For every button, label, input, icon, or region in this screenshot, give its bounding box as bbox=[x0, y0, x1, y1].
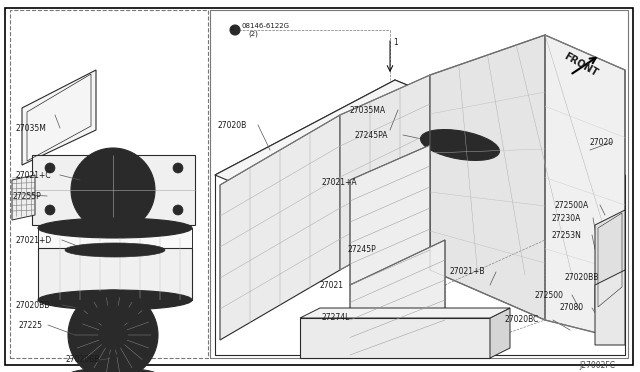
Polygon shape bbox=[595, 210, 625, 310]
Polygon shape bbox=[340, 75, 430, 270]
Ellipse shape bbox=[420, 129, 499, 160]
Text: 08146-6122G: 08146-6122G bbox=[242, 23, 290, 29]
Text: 27020BC: 27020BC bbox=[505, 315, 540, 324]
Circle shape bbox=[101, 323, 125, 347]
Polygon shape bbox=[38, 228, 192, 248]
Text: 27035MA: 27035MA bbox=[350, 106, 386, 115]
Text: J27002FC: J27002FC bbox=[579, 360, 615, 369]
Text: 27021+C: 27021+C bbox=[15, 170, 51, 180]
Polygon shape bbox=[215, 80, 625, 270]
Text: 27020B: 27020B bbox=[218, 121, 247, 129]
Text: 27255P: 27255P bbox=[12, 192, 41, 201]
Text: 27021+B: 27021+B bbox=[450, 267, 486, 276]
Polygon shape bbox=[22, 70, 96, 165]
Circle shape bbox=[173, 205, 183, 215]
Polygon shape bbox=[350, 240, 445, 355]
Text: (2): (2) bbox=[248, 31, 258, 37]
Polygon shape bbox=[300, 318, 490, 358]
Text: FRONT: FRONT bbox=[562, 51, 599, 78]
Text: 27020: 27020 bbox=[590, 138, 614, 147]
Circle shape bbox=[45, 163, 55, 173]
Circle shape bbox=[76, 304, 84, 312]
Circle shape bbox=[173, 163, 183, 173]
Ellipse shape bbox=[68, 368, 158, 372]
Text: R: R bbox=[230, 26, 234, 32]
Polygon shape bbox=[38, 248, 192, 300]
Text: 1: 1 bbox=[393, 38, 397, 46]
Circle shape bbox=[71, 148, 155, 232]
Circle shape bbox=[45, 205, 55, 215]
Text: 27020BB: 27020BB bbox=[565, 273, 600, 282]
Polygon shape bbox=[12, 175, 35, 220]
Ellipse shape bbox=[65, 243, 165, 257]
Text: 27020BB: 27020BB bbox=[65, 356, 99, 365]
Text: 27245P: 27245P bbox=[348, 246, 377, 254]
Text: 27021+A: 27021+A bbox=[322, 177, 358, 186]
Circle shape bbox=[230, 25, 240, 35]
Text: 27020BB: 27020BB bbox=[15, 301, 49, 310]
Ellipse shape bbox=[38, 218, 192, 238]
Circle shape bbox=[83, 160, 143, 220]
Polygon shape bbox=[32, 155, 195, 225]
Circle shape bbox=[108, 330, 118, 340]
Ellipse shape bbox=[88, 306, 138, 324]
Polygon shape bbox=[545, 35, 625, 340]
Text: 27230A: 27230A bbox=[552, 214, 581, 222]
Text: 27080: 27080 bbox=[560, 304, 584, 312]
Polygon shape bbox=[430, 35, 620, 320]
Text: 27274L: 27274L bbox=[322, 314, 350, 323]
Text: 27021+D: 27021+D bbox=[15, 235, 51, 244]
Polygon shape bbox=[350, 145, 430, 285]
Ellipse shape bbox=[38, 290, 192, 310]
Text: 27245PA: 27245PA bbox=[355, 131, 388, 140]
Circle shape bbox=[77, 320, 83, 324]
Text: 27021: 27021 bbox=[320, 280, 344, 289]
Polygon shape bbox=[595, 270, 625, 345]
Text: 27253N: 27253N bbox=[552, 231, 582, 240]
Bar bbox=[10, 10, 208, 358]
Bar bbox=[210, 10, 628, 358]
Polygon shape bbox=[490, 308, 510, 358]
Text: 27225: 27225 bbox=[18, 321, 42, 330]
Polygon shape bbox=[220, 115, 340, 340]
Text: 272500A: 272500A bbox=[555, 201, 589, 209]
Circle shape bbox=[68, 290, 158, 372]
Text: 27035M: 27035M bbox=[15, 124, 46, 132]
Polygon shape bbox=[300, 308, 510, 318]
Text: 272500: 272500 bbox=[535, 291, 564, 299]
Circle shape bbox=[109, 353, 116, 359]
